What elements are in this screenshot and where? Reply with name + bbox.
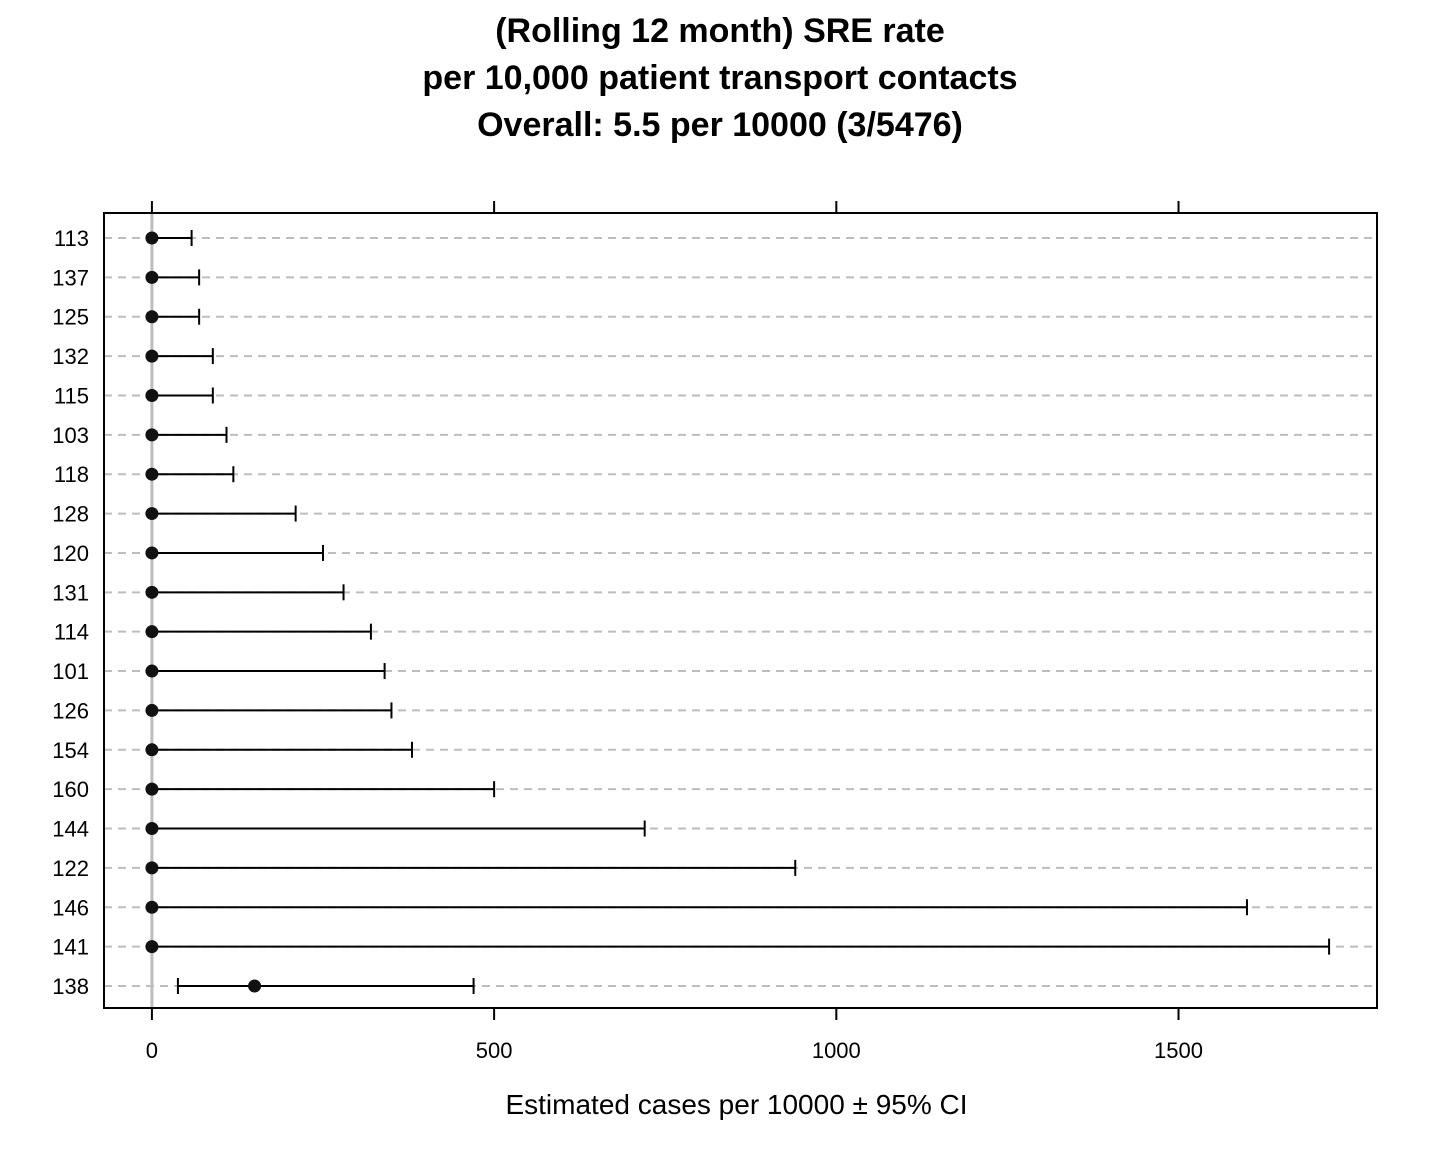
estimate-point-131 <box>145 585 159 599</box>
estimate-point-128 <box>145 507 159 521</box>
estimate-point-114 <box>145 625 159 639</box>
x-tick-label-500: 500 <box>476 1038 513 1063</box>
y-tick-label-120: 120 <box>52 541 89 566</box>
estimate-point-132 <box>145 349 159 363</box>
x-tick-label-1500: 1500 <box>1154 1038 1203 1063</box>
y-tick-label-126: 126 <box>52 698 89 723</box>
y-tick-label-125: 125 <box>52 305 89 330</box>
y-tick-label-137: 137 <box>52 265 89 290</box>
y-tick-label-128: 128 <box>52 502 89 527</box>
y-tick-label-144: 144 <box>52 817 89 842</box>
y-tick-label-101: 101 <box>52 659 89 684</box>
y-tick-label-113: 113 <box>54 226 89 251</box>
y-tick-label-131: 131 <box>52 580 89 605</box>
estimate-point-120 <box>145 546 159 560</box>
estimate-point-101 <box>145 664 159 678</box>
y-tick-label-122: 122 <box>52 856 89 881</box>
estimate-point-146 <box>145 900 159 914</box>
estimate-point-144 <box>145 822 159 836</box>
y-tick-label-118: 118 <box>54 462 89 487</box>
estimate-point-154 <box>145 743 159 757</box>
y-tick-label-141: 141 <box>52 935 89 960</box>
y-tick-label-138: 138 <box>52 974 89 999</box>
chart-title-line-3: Overall: 5.5 per 10000 (3/5476) <box>477 106 963 144</box>
estimate-point-118 <box>145 467 159 481</box>
estimate-point-137 <box>145 270 159 284</box>
estimate-point-125 <box>145 310 159 324</box>
y-tick-label-146: 146 <box>52 895 89 920</box>
estimate-point-138 <box>248 979 262 993</box>
estimate-point-141 <box>145 940 159 954</box>
estimate-point-160 <box>145 782 159 796</box>
plot-frame <box>103 212 1378 1009</box>
x-tick-label-1000: 1000 <box>812 1038 861 1063</box>
estimate-point-103 <box>145 428 159 442</box>
x-tick-label-0: 0 <box>146 1038 158 1063</box>
y-tick-label-160: 160 <box>52 777 89 802</box>
y-tick-label-103: 103 <box>52 423 89 448</box>
estimate-point-115 <box>145 388 159 402</box>
chart-title-line-2: per 10,000 patient transport contacts <box>422 59 1018 97</box>
estimate-point-113 <box>145 231 159 245</box>
chart-title-line-1: (Rolling 12 month) SRE rate <box>495 12 945 50</box>
x-axis-label: Estimated cases per 10000 ± 95% CI <box>505 1089 967 1120</box>
estimate-point-122 <box>145 861 159 875</box>
y-tick-label-132: 132 <box>52 344 89 369</box>
y-tick-label-154: 154 <box>52 738 89 763</box>
y-tick-label-115: 115 <box>54 383 89 408</box>
estimate-point-126 <box>145 703 159 717</box>
y-tick-label-114: 114 <box>54 620 89 645</box>
